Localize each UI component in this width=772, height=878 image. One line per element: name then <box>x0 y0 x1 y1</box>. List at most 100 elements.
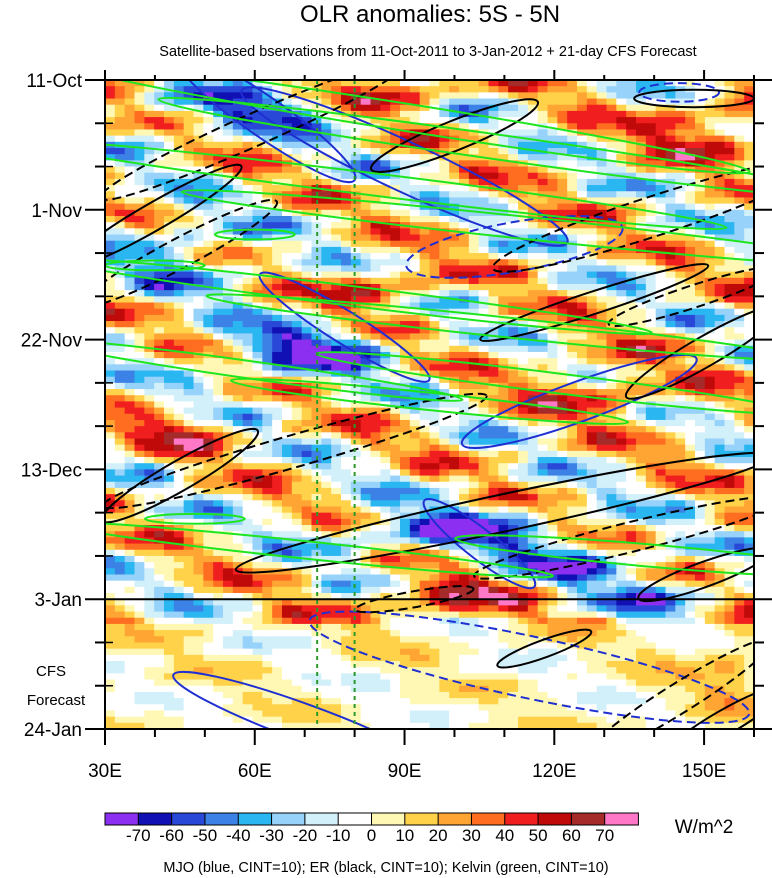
heatmap-cell <box>557 389 568 396</box>
heatmap-cell <box>114 525 126 532</box>
heatmap-cell <box>616 494 627 501</box>
heatmap-cell <box>380 475 391 483</box>
heatmap-cell <box>429 222 440 229</box>
heatmap-cell <box>173 475 185 483</box>
heatmap-cell <box>370 277 381 285</box>
heatmap-cell <box>341 339 352 347</box>
heatmap-cell <box>164 259 175 267</box>
heatmap-cell <box>449 98 460 106</box>
heatmap-cell <box>586 512 598 520</box>
heatmap-cell <box>291 389 303 396</box>
heatmap-cell <box>498 481 509 489</box>
heatmap-cell <box>498 432 509 440</box>
heatmap-cell <box>262 407 273 415</box>
heatmap-cell <box>704 215 716 223</box>
heatmap-cell <box>242 308 254 316</box>
heatmap-cell <box>547 147 558 155</box>
heatmap-cell <box>695 395 706 403</box>
heatmap-cell <box>606 203 617 211</box>
heatmap-cell <box>586 197 598 205</box>
heatmap-cell <box>164 197 175 205</box>
heatmap-cell <box>282 203 293 211</box>
heatmap-cell <box>360 419 372 427</box>
heatmap-cell <box>232 389 244 396</box>
heatmap-cell <box>124 135 136 143</box>
heatmap-cell <box>429 537 440 545</box>
heatmap-cell <box>173 426 185 433</box>
heatmap-cell <box>744 123 754 131</box>
heatmap-cell <box>744 438 754 446</box>
heatmap-cell <box>380 413 391 421</box>
heatmap-cell <box>636 382 647 390</box>
heatmap-cell <box>734 463 745 470</box>
heatmap-cell <box>360 308 372 316</box>
heatmap-cell <box>321 333 332 341</box>
heatmap-cell <box>272 345 283 353</box>
heatmap-cell <box>527 222 539 229</box>
heatmap-cell <box>655 444 667 452</box>
heatmap-cell <box>213 481 224 489</box>
heatmap-cell <box>341 253 352 260</box>
heatmap-cell <box>331 259 342 267</box>
heatmap-cell <box>301 376 313 384</box>
heatmap-cell <box>203 419 214 427</box>
heatmap-cell <box>114 234 126 242</box>
heatmap-cell <box>341 265 352 273</box>
heatmap-cell <box>350 86 362 93</box>
heatmap-cell <box>626 389 637 396</box>
heatmap-cell <box>164 110 175 118</box>
heatmap-cell <box>724 178 735 186</box>
heatmap-cell <box>704 487 716 495</box>
heatmap-cell <box>321 86 332 93</box>
heatmap-cell <box>547 253 558 260</box>
heatmap-cell <box>655 512 667 520</box>
heatmap-cell <box>173 302 185 310</box>
heatmap-cell <box>321 537 332 545</box>
heatmap-cell <box>272 185 283 192</box>
heatmap-cell <box>213 314 224 322</box>
heatmap-cell <box>173 308 185 316</box>
heatmap-cell <box>734 432 745 440</box>
heatmap-cell <box>577 160 588 168</box>
heatmap-cell <box>321 351 332 359</box>
heatmap-cell <box>282 333 293 341</box>
heatmap-cell <box>154 450 165 458</box>
heatmap-cell <box>223 426 234 433</box>
heatmap-cell <box>301 265 313 273</box>
heatmap-cell <box>567 487 578 495</box>
heatmap-cell <box>478 308 490 316</box>
heatmap-cell <box>409 209 421 217</box>
heatmap-cell <box>704 283 716 291</box>
heatmap-cell <box>232 339 244 347</box>
heatmap-cell <box>409 364 421 372</box>
heatmap-cell <box>577 265 588 273</box>
heatmap-cell <box>390 407 401 415</box>
heatmap-cell <box>105 203 116 211</box>
heatmap-cell <box>527 283 539 291</box>
heatmap-cell <box>478 382 490 390</box>
heatmap-cell <box>645 395 657 403</box>
heatmap-cell <box>714 86 726 93</box>
heatmap-cell <box>232 265 244 273</box>
heatmap-cell <box>626 222 637 229</box>
heatmap-cell <box>321 259 332 267</box>
heatmap-cell <box>193 432 204 440</box>
heatmap-cell <box>606 512 617 520</box>
heatmap-cell <box>321 475 332 483</box>
heatmap-cell <box>360 253 372 260</box>
heatmap-cell <box>282 166 293 174</box>
heatmap-cell <box>734 129 745 137</box>
heatmap-cell <box>518 481 529 489</box>
heatmap-cell <box>636 135 647 143</box>
heatmap-cell <box>744 426 754 433</box>
heatmap-cell <box>567 302 578 310</box>
heatmap-cell <box>350 290 362 297</box>
heatmap-cell <box>232 327 244 335</box>
heatmap-cell <box>685 419 696 427</box>
heatmap-cell <box>695 487 706 495</box>
heatmap-cell <box>360 240 372 248</box>
heatmap-cell <box>596 321 608 328</box>
heatmap-cell <box>429 160 440 168</box>
heatmap-cell <box>203 160 214 168</box>
heatmap-cell <box>390 333 401 341</box>
